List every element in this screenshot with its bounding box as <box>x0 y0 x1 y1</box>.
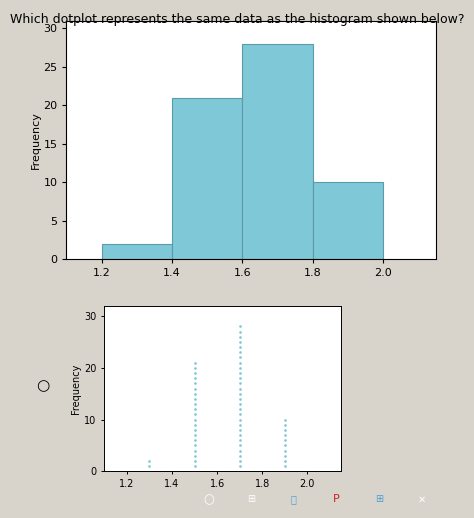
Text: ✕: ✕ <box>418 494 426 505</box>
Bar <box>172 97 242 259</box>
Text: ○: ○ <box>203 493 214 506</box>
Text: ○: ○ <box>36 379 49 393</box>
Bar <box>242 44 313 259</box>
Text: ⊞: ⊞ <box>375 494 383 505</box>
Text: P: P <box>333 494 340 505</box>
Y-axis label: Frequency: Frequency <box>72 363 82 414</box>
Text: Which dotplot represents the same data as the histogram shown below?: Which dotplot represents the same data a… <box>10 13 464 26</box>
Text: 📁: 📁 <box>291 494 297 505</box>
Bar <box>313 182 383 259</box>
Bar <box>101 243 172 259</box>
Y-axis label: Frequency: Frequency <box>30 111 40 169</box>
Text: ⊞: ⊞ <box>247 494 255 505</box>
